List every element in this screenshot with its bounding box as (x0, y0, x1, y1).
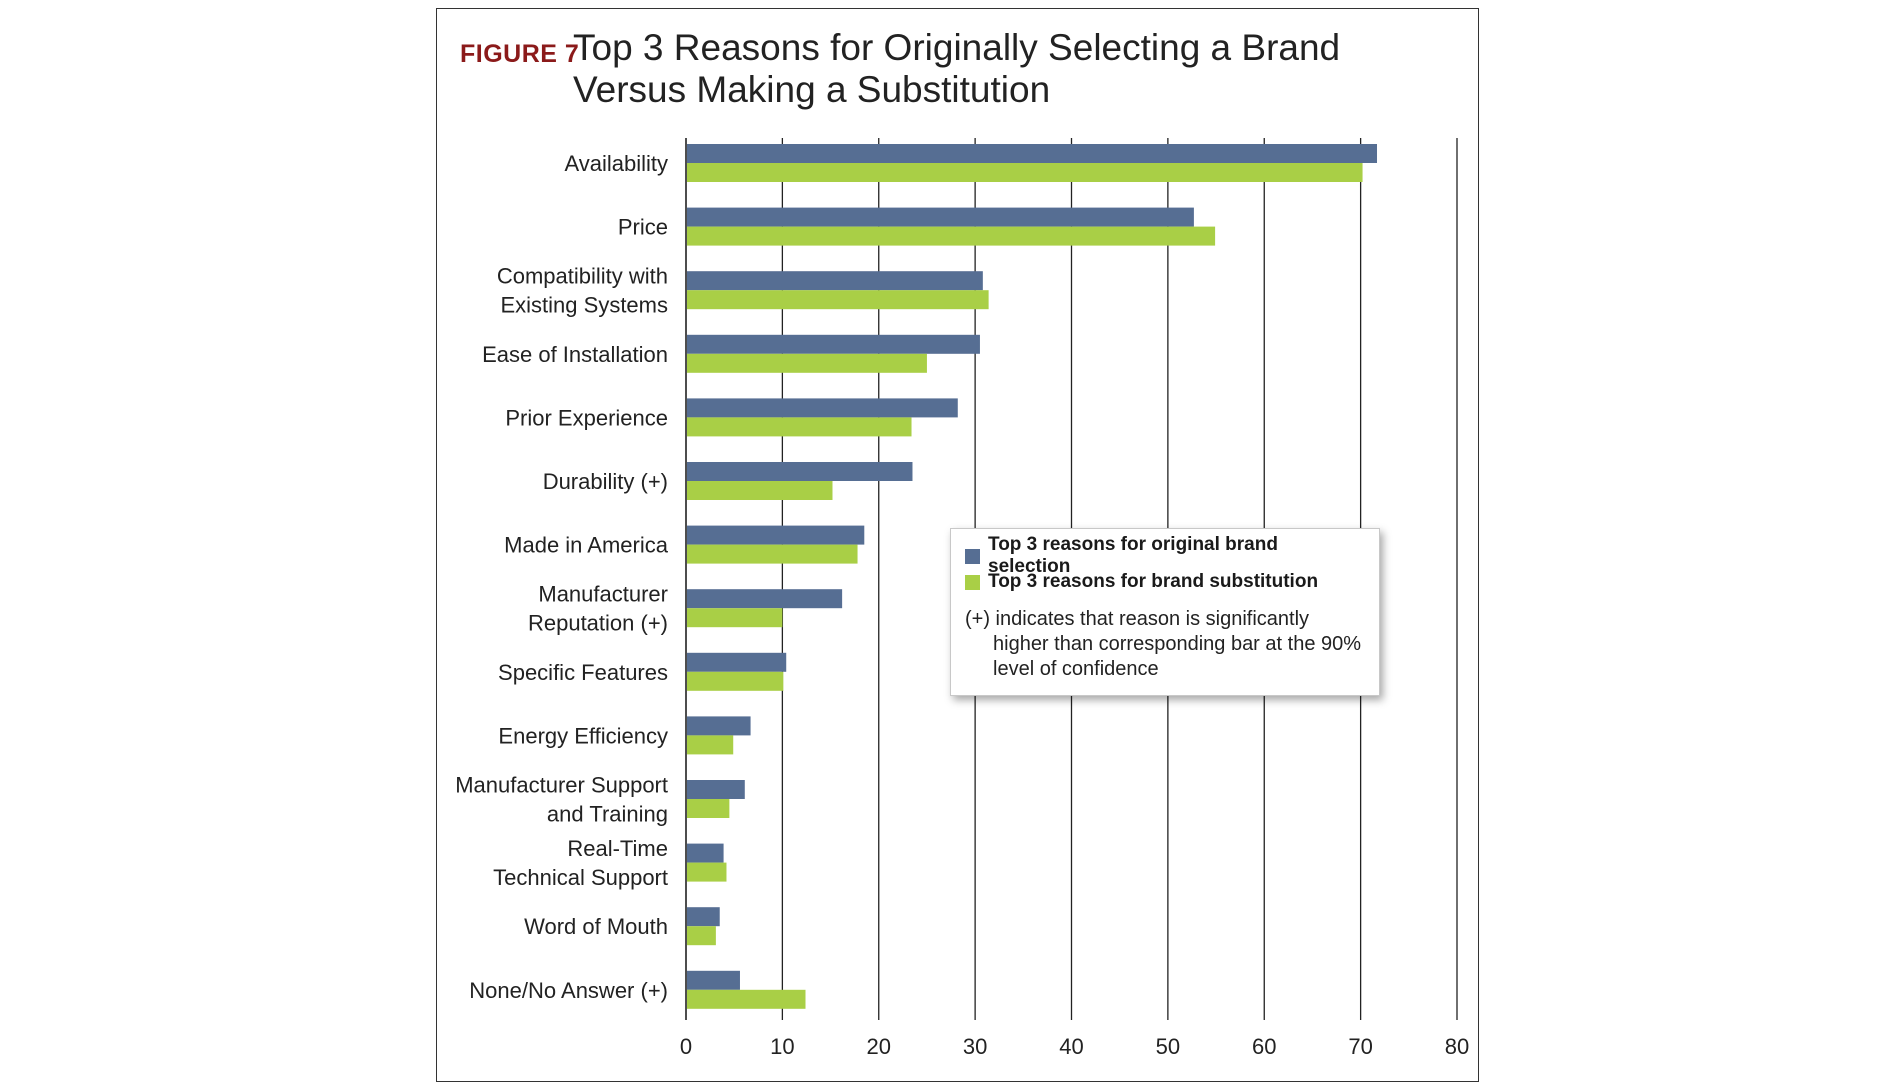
legend-item-substitution: Top 3 reasons for brand substitution (965, 569, 1365, 595)
category-label: and Training (547, 802, 668, 827)
bar-substitution (687, 671, 784, 691)
category-label: Specific Features (498, 660, 668, 685)
bar-original (687, 144, 1378, 163)
figure-title: Top 3 Reasons for Originally Selecting a… (573, 27, 1341, 110)
legend-item-original: Top 3 reasons for original brand selecti… (965, 534, 1365, 577)
bar-original (687, 398, 958, 418)
bar-substitution (687, 926, 716, 946)
category-label: Availability (564, 151, 668, 176)
category-label: Made in America (504, 533, 669, 558)
x-tick-label: 70 (1348, 1034, 1372, 1059)
bar-substitution (687, 544, 858, 564)
x-tick-label: 40 (1059, 1034, 1083, 1059)
x-tick-label: 0 (680, 1034, 692, 1059)
bar-original (687, 525, 865, 545)
category-label: Reputation (+) (528, 611, 668, 636)
legend-label-substitution: Top 3 reasons for brand substitution (988, 571, 1319, 592)
x-tick-label: 30 (963, 1034, 987, 1059)
bar-original (687, 589, 843, 609)
bar-original (687, 652, 787, 672)
x-tick-label: 20 (867, 1034, 891, 1059)
legend-swatch-substitution (965, 574, 980, 590)
category-label: Technical Support (493, 865, 668, 890)
x-tick-label: 10 (770, 1034, 794, 1059)
category-label: Compatibility with (497, 264, 668, 289)
bar-substitution (687, 862, 727, 882)
bar-substitution (687, 989, 806, 1009)
bar-original (687, 907, 720, 927)
bar-substitution (687, 799, 730, 818)
bar-substitution (687, 481, 833, 500)
category-label: Price (618, 215, 668, 240)
category-label: Manufacturer Support (455, 773, 668, 798)
bar-substitution (687, 226, 1216, 246)
bar-original (687, 716, 751, 736)
x-tick-label: 50 (1156, 1034, 1180, 1059)
category-label: Energy Efficiency (498, 723, 668, 748)
legend-note: (+) indicates that reason is significant… (965, 608, 1362, 680)
bar-substitution (687, 353, 927, 373)
category-label: Existing Systems (501, 293, 669, 318)
bar-substitution (687, 735, 734, 755)
category-label: Prior Experience (505, 405, 668, 430)
bar-original (687, 207, 1194, 227)
category-label: Word of Mouth (524, 914, 668, 939)
bar-original (687, 462, 913, 481)
legend-label-original: Top 3 reasons for original brand selecti… (988, 534, 1278, 577)
x-tick-label: 60 (1252, 1034, 1276, 1059)
category-label: None/No Answer (+) (469, 978, 668, 1003)
bar-substitution (687, 163, 1363, 182)
figure-label: FIGURE 7 (460, 40, 580, 68)
category-label: Real-Time (567, 836, 668, 861)
bar-original (687, 780, 745, 799)
bar-original (687, 970, 740, 990)
category-label: Ease of Installation (482, 342, 668, 367)
chart-legend: Top 3 reasons for original brand selecti… (950, 528, 1380, 696)
bar-substitution (687, 608, 783, 628)
bar-original (687, 334, 980, 354)
legend-swatch-original (965, 548, 980, 564)
bar-original (687, 843, 724, 863)
category-label: Manufacturer (538, 582, 668, 607)
category-label: Durability (+) (543, 469, 668, 494)
x-tick-label: 80 (1445, 1034, 1469, 1059)
bar-substitution (687, 290, 989, 310)
bar-original (687, 271, 983, 291)
bar-substitution (687, 417, 912, 437)
